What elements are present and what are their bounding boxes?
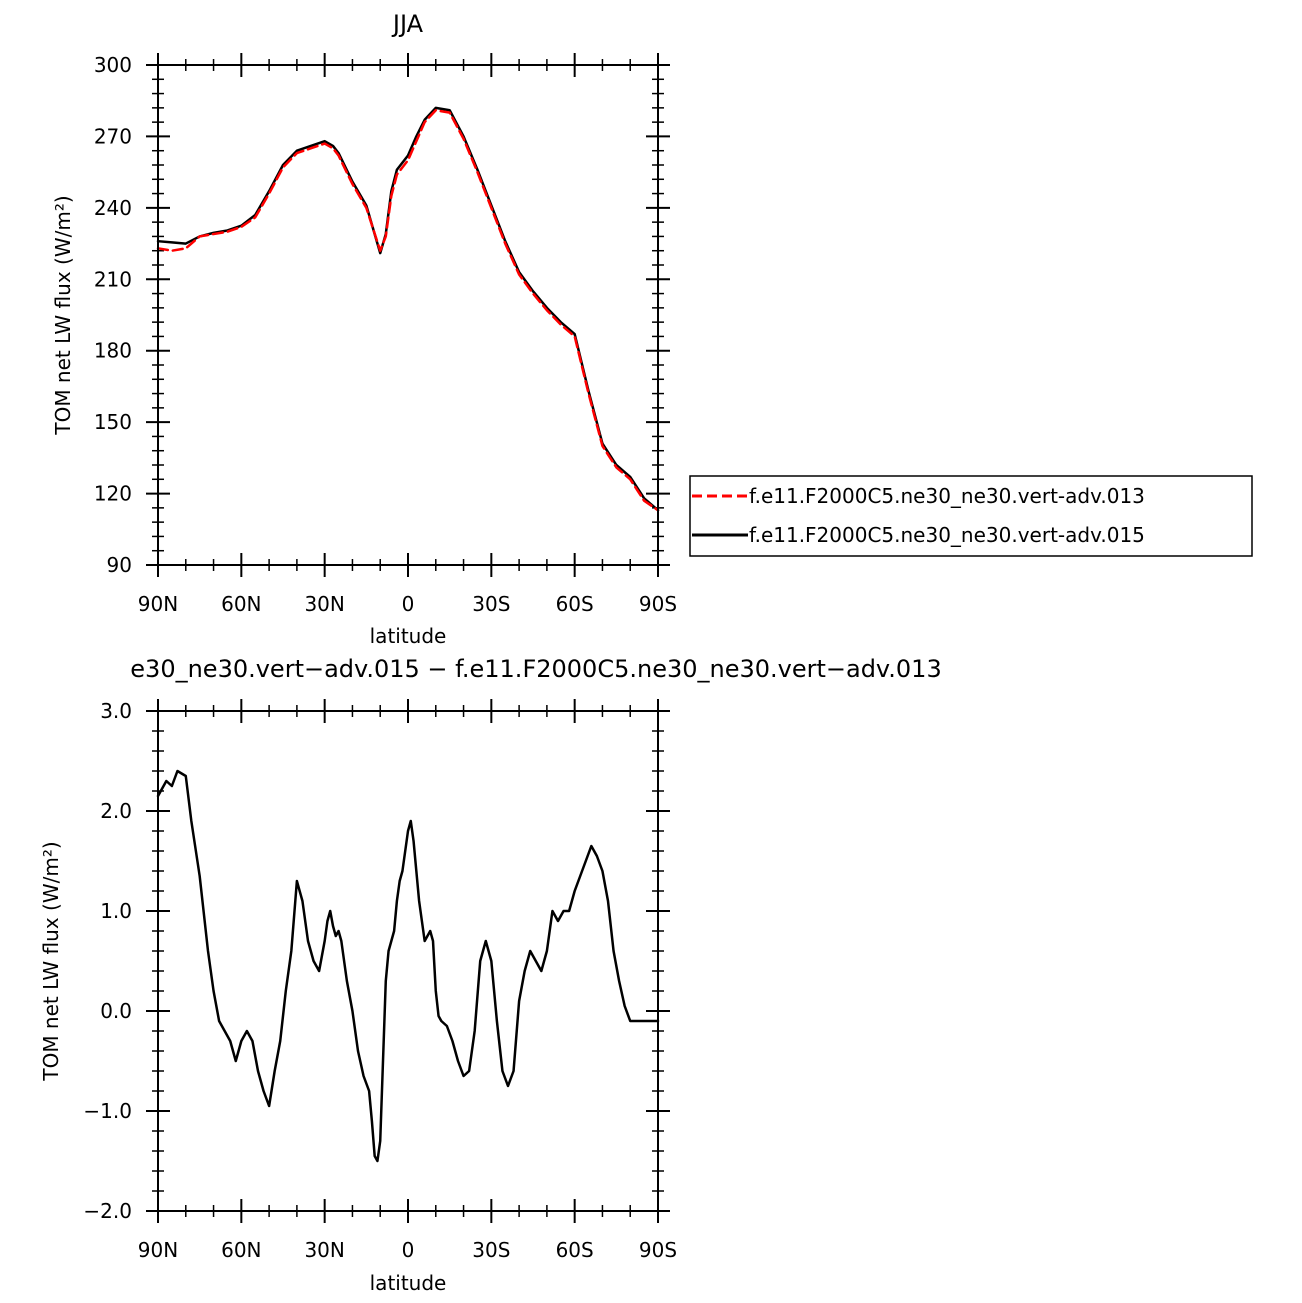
x-tick-label: 60N xyxy=(221,1238,261,1262)
legend-box xyxy=(689,475,1253,557)
x-tick-label: 90N xyxy=(138,1238,178,1262)
y-tick-label: 90 xyxy=(107,553,132,577)
x-tick-label: 0 xyxy=(402,1238,415,1262)
x-tick-label: 0 xyxy=(402,592,415,616)
series-line-1 xyxy=(156,106,660,512)
top-y-tick-labels: 90 120 150 180 210 240 270 300 xyxy=(94,53,132,577)
legend-label-015: f.e11.F2000C5.ne30_ne30.vert-adv.015 xyxy=(749,523,1145,547)
top-series-group xyxy=(156,106,660,512)
x-tick-label: 60S xyxy=(556,1238,594,1262)
series-line-0 xyxy=(156,108,660,512)
series-line-0 xyxy=(156,769,660,1163)
y-tick-label: 270 xyxy=(94,124,132,148)
x-tick-label: 90S xyxy=(639,1238,677,1262)
top-y-axis-label: TOM net LW flux (W/m²) xyxy=(51,195,75,435)
legend-label-013: f.e11.F2000C5.ne30_ne30.vert-adv.013 xyxy=(749,484,1145,508)
y-tick-label: 120 xyxy=(94,482,132,506)
bottom-axis-ticks xyxy=(146,699,670,1223)
y-tick-label: 1.0 xyxy=(100,899,132,923)
bottom-plot-frame xyxy=(157,710,659,1212)
x-tick-label: 60S xyxy=(556,592,594,616)
x-tick-label: 30S xyxy=(472,592,510,616)
y-tick-label: 240 xyxy=(94,196,132,220)
x-tick-label: 90N xyxy=(138,592,178,616)
bottom-x-tick-labels: 90N 60N 30N 0 30S 60S 90S xyxy=(138,1238,677,1262)
bottom-x-axis-label: latitude xyxy=(370,1271,447,1295)
y-tick-label: −1.0 xyxy=(83,1099,132,1123)
top-plot-title: JJA xyxy=(391,10,424,38)
y-tick-label: 150 xyxy=(94,410,132,434)
x-tick-label: 30S xyxy=(472,1238,510,1262)
y-tick-label: 210 xyxy=(94,267,132,291)
top-x-axis-label: latitude xyxy=(370,624,447,648)
top-x-tick-labels: 90N 60N 30N 0 30S 60S 90S xyxy=(138,592,677,616)
x-tick-label: 90S xyxy=(639,592,677,616)
x-tick-label: 30N xyxy=(304,592,344,616)
top-plot-frame xyxy=(157,64,659,566)
y-tick-label: 3.0 xyxy=(100,699,132,723)
bottom-y-axis-label: TOM net LW flux (W/m²) xyxy=(39,841,63,1081)
bottom-panel: e30_ne30.vert−adv.015 − f.e11.F2000C5.ne… xyxy=(39,655,942,1295)
top-panel: JJA 90N 60N 30N 0 30S 60S 90S 90 120 150 180 210 24… xyxy=(51,10,677,648)
bottom-series-group xyxy=(156,769,660,1163)
y-tick-label: 2.0 xyxy=(100,799,132,823)
legend: f.e11.F2000C5.ne30_ne30.vert-adv.013 f.e… xyxy=(689,475,1253,557)
x-tick-label: 60N xyxy=(221,592,261,616)
x-tick-label: 30N xyxy=(304,1238,344,1262)
bottom-y-tick-labels: −2.0 −1.0 0.0 1.0 2.0 3.0 xyxy=(83,699,132,1223)
y-tick-label: 0.0 xyxy=(100,999,132,1023)
bottom-plot-title: e30_ne30.vert−adv.015 − f.e11.F2000C5.ne… xyxy=(130,655,941,683)
y-tick-label: −2.0 xyxy=(83,1199,132,1223)
top-axis-ticks xyxy=(146,53,670,577)
y-tick-label: 300 xyxy=(94,53,132,77)
y-tick-label: 180 xyxy=(94,339,132,363)
